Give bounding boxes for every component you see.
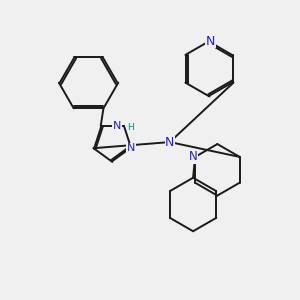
Text: N: N [113,121,121,131]
Text: N: N [206,34,215,47]
Text: N: N [189,150,197,164]
Text: N: N [165,136,175,148]
Text: H: H [127,122,134,131]
Text: N: N [127,143,135,153]
